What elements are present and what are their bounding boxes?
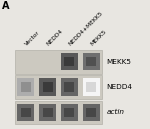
Text: MEKK5: MEKK5 — [89, 29, 107, 46]
Bar — [61, 53, 78, 70]
Text: NEDD4: NEDD4 — [46, 28, 64, 46]
Bar — [64, 57, 74, 66]
Text: A: A — [2, 1, 9, 11]
Bar — [15, 75, 102, 99]
Bar — [39, 104, 56, 121]
Bar — [17, 78, 34, 96]
Bar — [43, 108, 53, 117]
Bar — [83, 78, 100, 96]
Bar — [86, 108, 96, 117]
Text: MEKK5: MEKK5 — [106, 59, 132, 65]
Bar — [43, 82, 53, 92]
Bar — [21, 82, 31, 92]
Bar — [86, 82, 96, 92]
Bar — [21, 108, 31, 117]
Bar — [17, 104, 34, 121]
Bar — [15, 101, 102, 124]
Text: Vector: Vector — [24, 30, 41, 46]
Text: NEDD4+MEKK5: NEDD4+MEKK5 — [67, 10, 104, 46]
Bar — [83, 53, 100, 70]
Text: actin: actin — [106, 109, 124, 115]
Text: NEDD4: NEDD4 — [106, 84, 132, 90]
Bar — [15, 50, 102, 74]
Bar — [61, 78, 78, 96]
Bar — [61, 104, 78, 121]
Bar — [64, 108, 74, 117]
Bar — [83, 104, 100, 121]
Bar — [64, 82, 74, 92]
Bar — [86, 57, 96, 66]
Bar — [39, 78, 56, 96]
